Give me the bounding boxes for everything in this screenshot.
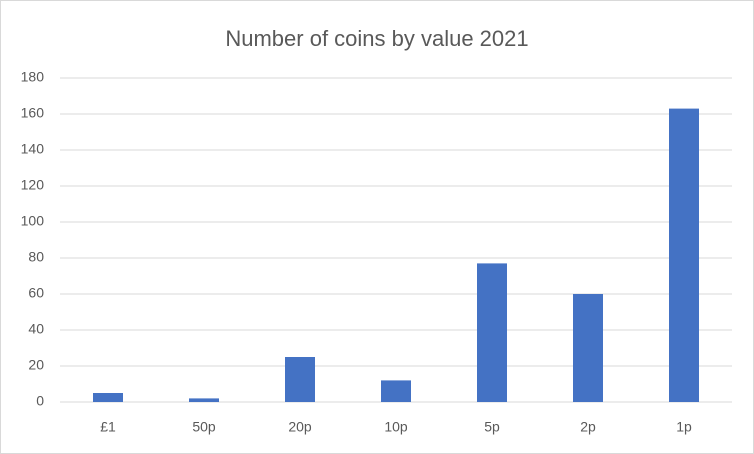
x-tick-label: 20p (288, 419, 312, 435)
bar (573, 294, 603, 402)
y-tick-label: 160 (21, 105, 45, 121)
x-tick-label: 1p (676, 419, 692, 435)
bar (93, 393, 123, 402)
y-tick-label: 0 (36, 393, 44, 409)
x-tick-label: 2p (580, 419, 596, 435)
x-tick-label: 50p (192, 419, 216, 435)
y-tick-label: 80 (28, 249, 44, 265)
y-tick-label: 20 (28, 357, 44, 373)
y-tick-label: 40 (28, 321, 44, 337)
bar (477, 263, 507, 402)
x-tick-label: £1 (100, 419, 116, 435)
bar (669, 108, 699, 402)
y-tick-label: 120 (21, 177, 45, 193)
bar (189, 398, 219, 402)
bar (285, 357, 315, 402)
y-tick-label: 140 (21, 141, 45, 157)
bar (381, 380, 411, 402)
y-tick-label: 60 (28, 285, 44, 301)
y-tick-label: 100 (21, 213, 45, 229)
y-tick-label: 180 (21, 69, 45, 85)
chart-title: Number of coins by value 2021 (225, 26, 528, 51)
x-tick-label: 5p (484, 419, 500, 435)
x-tick-label: 10p (384, 419, 408, 435)
